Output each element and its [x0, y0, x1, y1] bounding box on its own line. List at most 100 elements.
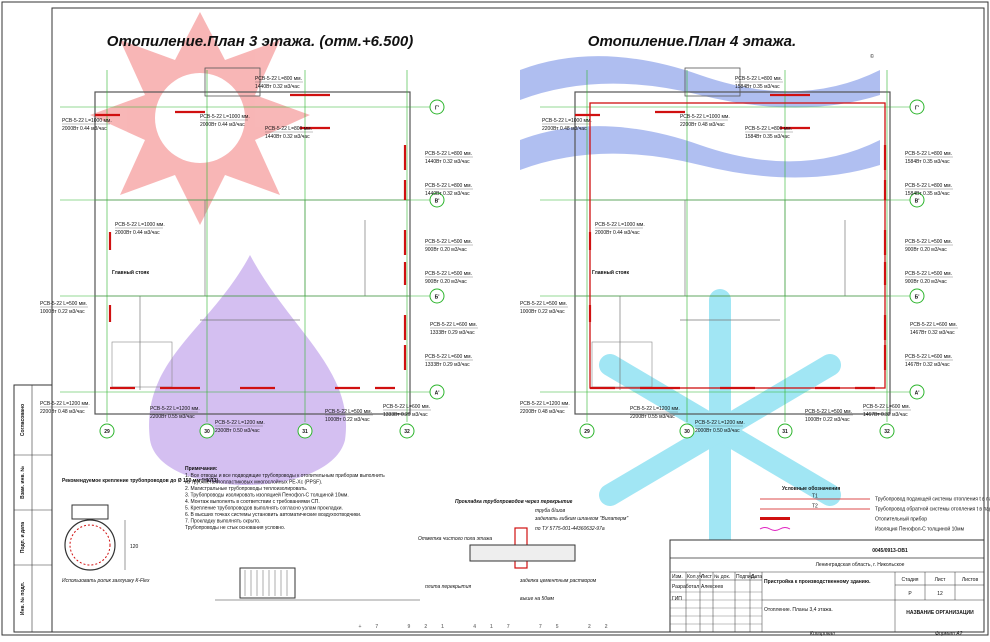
axis-bubble [429, 192, 445, 208]
axis-label: 30 [684, 429, 690, 435]
stamp [669, 539, 985, 633]
radiator-flow: 1467Вт 0.32 м3/час [863, 412, 908, 418]
radiator-model: РСВ-5-22 L=800 мм. [425, 183, 472, 189]
detail-title: Рекомендуемое крепление трубопроводов до… [62, 477, 219, 484]
radiator-model: РСВ-5-22 L=500 мм. [905, 271, 952, 277]
radiator-model: РСВ-5-22 L=800 мм. [745, 126, 792, 132]
legend-code: Т1 [812, 494, 818, 500]
axis-label: 29 [584, 429, 590, 435]
radiator-flow: 2000Вт 0.44 м3/час [62, 126, 107, 132]
radiator-model: РСВ-5-22 L=1200 мм. [40, 401, 90, 407]
radiator-model: РСВ-5-22 L=800 мм. [425, 151, 472, 157]
passage-label: Отметка чистого пола этажа [418, 536, 492, 542]
side-label: Взам. инв. № [20, 466, 26, 499]
axis-label: Г' [435, 106, 439, 112]
note-line: 4. Монтаж выполнять в соответствии с тре… [185, 499, 320, 505]
side-label: Согласовано [20, 404, 26, 436]
radiator-flow: 1584Вт 0.35 м3/час [735, 84, 780, 90]
stamp-object: Пристройка к производственному зданию. [764, 578, 871, 585]
axis-label: В' [435, 199, 440, 205]
axis-bubble [777, 423, 793, 439]
stamp-col-head: Дата [751, 574, 762, 580]
radiator-model: РСВ-5-22 L=600 мм. [425, 354, 472, 360]
axis-bubble [99, 423, 115, 439]
legend-text: Трубопровод обратной системы отопления t… [875, 506, 990, 513]
axis-label: 31 [782, 429, 788, 435]
note-line: 2. Магистральные трубопроводы теплоизоли… [185, 486, 307, 492]
radiator-flow: 1440Вт 0.32 м3/час [425, 159, 470, 165]
radiator-model: РСВ-5-22 L=800 мм. [905, 151, 952, 157]
note-line: 5. Крепление трубопроводов выполнять сог… [185, 506, 343, 512]
stamp-stage-head: Листов [962, 577, 979, 583]
radiator-flow: 2200Вт 0.55 м3/час [630, 414, 675, 420]
legend-insulation [759, 527, 791, 531]
axis-label: В' [915, 199, 920, 205]
main-riser-label: Главный стояк [592, 269, 629, 276]
radiator-model: РСВ-5-22 L=500 мм. [520, 301, 567, 307]
passage-label: заделать гибким шлангом "Вилатерм" [534, 516, 628, 522]
watermark-shapes [90, 12, 880, 571]
radiator-model: РСВ-5-22 L=800 мм. [265, 126, 312, 132]
stamp-stage-head: Лист [935, 577, 947, 583]
plan-title: Отопиление.План 3 этажа. (отм.+6.500) [107, 33, 413, 50]
radiator-flow: 1333Вт 0.29 м3/час [430, 330, 475, 336]
radiator-model: РСВ-5-22 L=1200 мм. [630, 406, 680, 412]
radiator-model: РСВ-5-22 L=1000 мм. [680, 114, 730, 120]
radiator-flow: 900Вт 0.20 м3/час [905, 247, 947, 253]
radiator-flow: 1333Вт 0.29 м3/час [425, 362, 470, 368]
radiator-model: РСВ-5-22 L=1000 мм. [62, 118, 112, 124]
axis-bubble [429, 288, 445, 304]
radiator-flow: 1440Вт 0.32 м3/час [265, 134, 310, 140]
radiator-flow: 1000Вт 0.22 м3/час [520, 309, 565, 315]
radiator-model: РСВ-5-22 L=800 мм. [905, 183, 952, 189]
stamp-format: Формат А2 [935, 631, 963, 637]
legend-text: Отопительный прибор [875, 516, 927, 523]
stair [591, 341, 653, 388]
radiator-flow: 900Вт 0.20 м3/час [425, 279, 467, 285]
stamp-col-head: Лист [701, 574, 713, 580]
passage-label: заделка цементным раствором [519, 578, 597, 584]
stamp-col-head: Подпись [736, 574, 756, 580]
radiator-model: РСВ-5-22 L=1200 мм. [695, 420, 745, 426]
radiator-flow: 2300Вт 0.50 м3/час [215, 428, 260, 434]
axis-label: Б' [435, 295, 440, 301]
dim-label: 120 [130, 544, 139, 550]
detail-caption: Использовать ролик заглушку К-Flex [62, 578, 150, 584]
copyright: © [870, 53, 874, 60]
main-riser-label: Главный стояк [112, 269, 149, 276]
radiator-flow: 2000Вт 0.44 м3/час [595, 230, 640, 236]
stamp-stage-head: Стадия [901, 577, 918, 583]
legend-title: Условные обозначения [782, 485, 840, 492]
outer-wall [574, 91, 891, 415]
legend-text: Изоляция Пенофол-С толщиной 10мм [875, 526, 965, 533]
side-label: Инв. № подл. [20, 581, 26, 615]
passage-title: Прокладка трубопроводов через перекрытие [455, 498, 573, 505]
radiator-model: РСВ-5-22 L=600 мм. [910, 322, 957, 328]
slab [469, 544, 576, 562]
radiator-flow: 1584Вт 0.35 м3/час [905, 191, 950, 197]
equipment [239, 567, 296, 599]
axis-label: 32 [404, 429, 410, 435]
radiator-model: РСВ-5-22 L=500 мм. [325, 409, 372, 415]
plan-title: Отопиление.План 4 этажа. [588, 33, 796, 50]
radiator-flow: 2200Вт 0.48 м3/час [680, 122, 725, 128]
radiator-model: РСВ-5-22 L=800 мм. [255, 76, 302, 82]
axis-label: 29 [104, 429, 110, 435]
radiator-flow: 1333Вт 0.29 м3/час [383, 412, 428, 418]
clamp [71, 504, 109, 520]
axis-bubble [297, 423, 313, 439]
radiator-flow: 2000Вт 0.50 м3/час [695, 428, 740, 434]
radiator-model: РСВ-5-22 L=500 мм. [425, 271, 472, 277]
axis-label: А' [435, 391, 440, 397]
radiator-model: РСВ-5-22 L=1000 мм. [115, 222, 165, 228]
note-line: 3. Трубопроводы изолировать изоляцией Пе… [185, 492, 349, 499]
radiator-flow: 1000Вт 0.22 м3/час [40, 309, 85, 315]
axis-bubble [429, 384, 445, 400]
stamp-role: Разработал [672, 584, 699, 590]
axis-bubble [399, 423, 415, 439]
side-label: Подп. и дата [20, 522, 26, 553]
note-line: Трубопроводы не стык основания условно. [185, 525, 285, 531]
axis-bubble [909, 192, 925, 208]
stamp-copied: Копировал [810, 631, 835, 637]
note-line: 6. В высших точках системы установить ав… [185, 512, 361, 518]
